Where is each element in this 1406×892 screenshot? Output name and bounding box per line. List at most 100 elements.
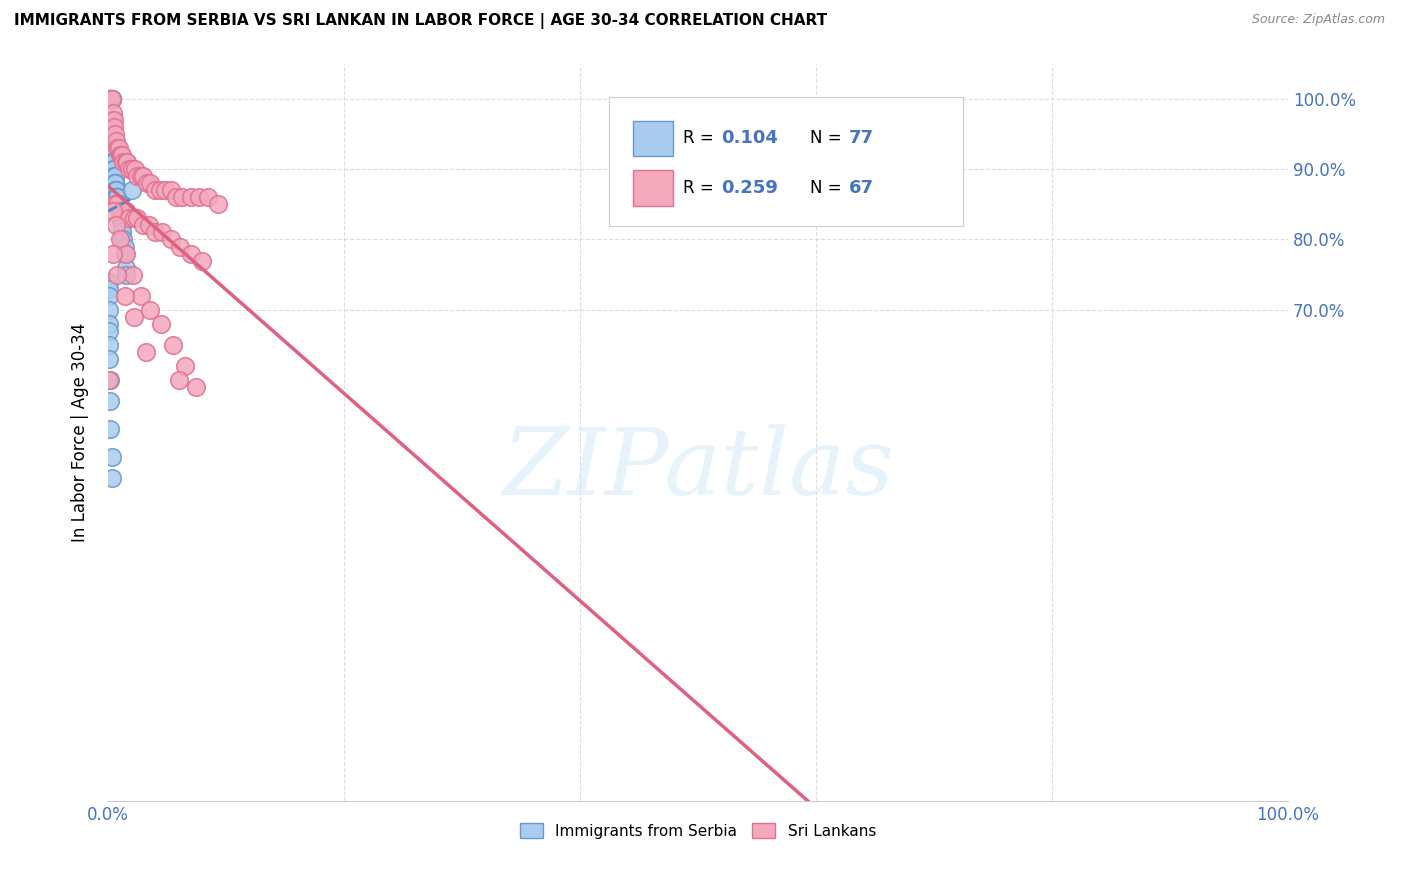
Point xyxy=(103,162,125,177)
Point xyxy=(112,232,135,246)
Point xyxy=(103,169,125,184)
Point xyxy=(173,359,195,373)
Point xyxy=(101,155,124,169)
Point xyxy=(100,113,122,128)
Legend: Immigrants from Serbia, Sri Lankans: Immigrants from Serbia, Sri Lankans xyxy=(515,816,882,845)
Point xyxy=(98,92,121,106)
Point xyxy=(98,275,121,289)
Point xyxy=(105,219,128,233)
Point xyxy=(118,162,141,177)
Point xyxy=(108,148,131,162)
Point xyxy=(100,134,122,148)
Point xyxy=(118,211,141,226)
Point xyxy=(98,282,121,296)
Point xyxy=(121,268,143,282)
Point xyxy=(98,317,121,331)
Point xyxy=(98,351,121,366)
Point xyxy=(104,183,127,197)
Point xyxy=(136,177,159,191)
Point xyxy=(122,211,145,226)
Point xyxy=(180,246,202,260)
Y-axis label: In Labor Force | Age 30-34: In Labor Force | Age 30-34 xyxy=(72,323,89,542)
Point xyxy=(107,197,129,211)
Point xyxy=(111,226,134,240)
Point xyxy=(98,373,121,387)
Text: N =: N = xyxy=(810,129,846,147)
Point xyxy=(114,260,136,275)
Point xyxy=(103,155,125,169)
Point xyxy=(101,148,124,162)
Point xyxy=(101,246,124,260)
Point xyxy=(101,155,124,169)
Text: R =: R = xyxy=(683,178,718,197)
Point xyxy=(114,246,136,260)
Text: ZIPatlas: ZIPatlas xyxy=(502,425,894,515)
Point xyxy=(98,92,121,106)
Point xyxy=(101,155,124,169)
Point xyxy=(100,92,122,106)
Point xyxy=(98,373,121,387)
Point xyxy=(103,120,125,135)
Point xyxy=(114,239,136,253)
Point xyxy=(149,183,172,197)
Point xyxy=(197,190,219,204)
Point xyxy=(103,155,125,169)
Point xyxy=(103,155,125,169)
Point xyxy=(187,190,209,204)
Point xyxy=(162,337,184,351)
FancyBboxPatch shape xyxy=(633,120,673,156)
Point xyxy=(108,232,131,246)
Text: IMMIGRANTS FROM SERBIA VS SRI LANKAN IN LABOR FORCE | AGE 30-34 CORRELATION CHAR: IMMIGRANTS FROM SERBIA VS SRI LANKAN IN … xyxy=(14,13,827,29)
Point xyxy=(124,162,146,177)
Point xyxy=(101,106,124,120)
Point xyxy=(122,310,145,324)
Point xyxy=(103,197,125,211)
Point xyxy=(103,162,125,177)
Point xyxy=(191,253,214,268)
Point xyxy=(108,204,131,219)
Point xyxy=(107,141,129,155)
Point xyxy=(105,183,128,197)
Point xyxy=(100,141,122,155)
Point xyxy=(115,155,138,169)
Point xyxy=(103,113,125,128)
Point xyxy=(111,204,134,219)
Point xyxy=(110,211,132,226)
Point xyxy=(107,268,129,282)
Point xyxy=(104,169,127,184)
Point xyxy=(108,204,131,219)
Point xyxy=(101,141,124,155)
Point xyxy=(107,141,129,155)
Point xyxy=(100,120,122,135)
Point xyxy=(114,268,136,282)
Point xyxy=(114,155,136,169)
Point xyxy=(100,127,122,141)
Point xyxy=(207,197,229,211)
Point xyxy=(98,92,121,106)
Point xyxy=(110,148,132,162)
Point xyxy=(143,226,166,240)
Text: N =: N = xyxy=(810,178,846,197)
Point xyxy=(107,190,129,204)
Point xyxy=(107,190,129,204)
Point xyxy=(129,169,152,184)
Point xyxy=(98,393,121,408)
Point xyxy=(98,302,121,317)
Point xyxy=(104,177,127,191)
Point xyxy=(103,162,125,177)
Point xyxy=(100,92,122,106)
Point xyxy=(114,204,136,219)
Point xyxy=(138,219,160,233)
Point xyxy=(180,190,202,204)
Text: Source: ZipAtlas.com: Source: ZipAtlas.com xyxy=(1251,13,1385,27)
Point xyxy=(100,92,122,106)
Point xyxy=(111,148,134,162)
Point xyxy=(114,246,136,260)
Point xyxy=(132,219,155,233)
Point xyxy=(104,127,127,141)
Text: 67: 67 xyxy=(849,178,875,197)
FancyBboxPatch shape xyxy=(609,97,963,227)
Point xyxy=(100,113,122,128)
Point xyxy=(143,183,166,197)
Point xyxy=(104,177,127,191)
